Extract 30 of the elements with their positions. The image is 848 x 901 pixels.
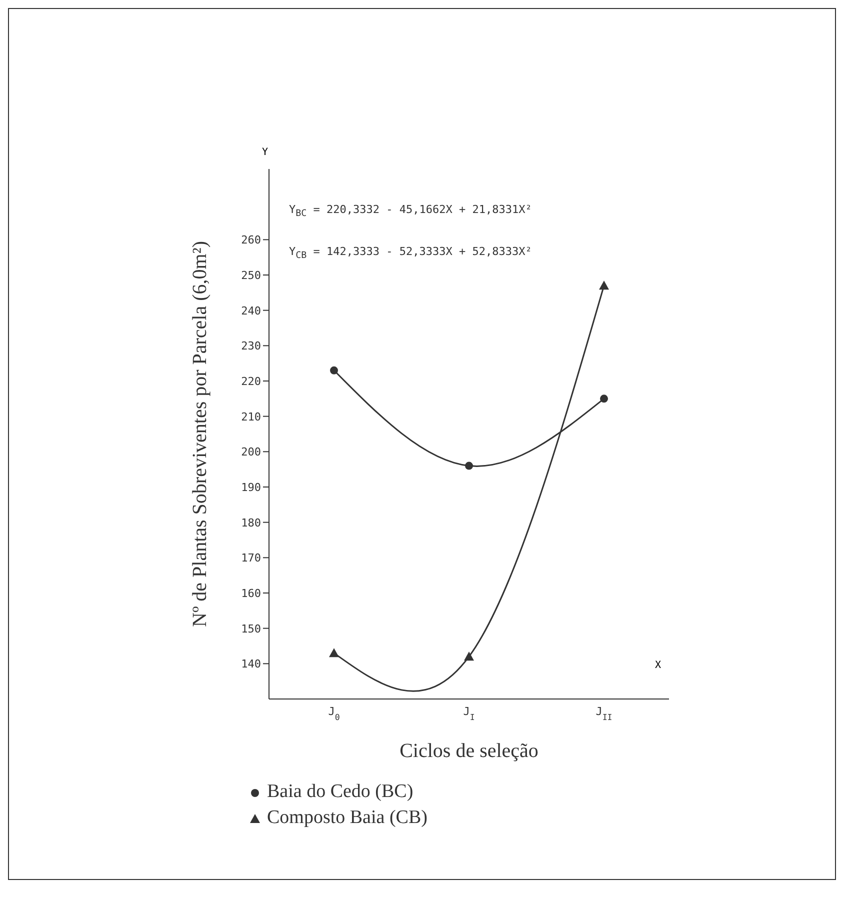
text: Y: [262, 147, 268, 158]
y-tick-label: 220: [241, 375, 261, 388]
y-tick-label: 210: [241, 410, 261, 424]
y-tick-label: 180: [241, 516, 261, 530]
y-axis-title: Nº de Plantas Sobreviventes por Parcela (6,0m²): [189, 241, 212, 627]
y-tick-label: 230: [241, 340, 261, 353]
y-tick-label: 200: [241, 446, 261, 459]
y-tick-label: 190: [241, 481, 261, 494]
annotation: X: [655, 660, 662, 671]
point: [330, 366, 338, 374]
y-tick-label: 260: [241, 234, 261, 247]
x-tick-label: J$_{II}$: [596, 705, 612, 722]
annotation: Y$_{CB}$ = 142,3333 - 52,3333X + 52,8333X²: [289, 244, 532, 264]
point: [464, 652, 474, 661]
x-axis-title: Ciclos de seleção: [400, 740, 538, 762]
y-tick-label: 250: [241, 269, 261, 282]
y-tick-label: 150: [241, 622, 261, 636]
y-tick-label: 160: [241, 587, 261, 600]
annotation: Y$_{BC}$ = 220,3332 - 45,1662X + 21,8331X²: [289, 202, 532, 222]
point: [465, 462, 473, 470]
legend-label: Baia do Cedo (BC): [267, 780, 414, 804]
legend-label: Composto Baia (CB): [267, 806, 428, 830]
point: [600, 394, 608, 403]
y-tick-label: 240: [241, 304, 261, 318]
point: [599, 280, 609, 290]
x-tick-label: J$_{0}$: [328, 705, 340, 722]
y-tick-label: 140: [241, 658, 261, 671]
point: [329, 648, 339, 658]
y-tick-label: 170: [241, 552, 261, 565]
x-tick-label: J$_{I}$: [463, 705, 475, 722]
